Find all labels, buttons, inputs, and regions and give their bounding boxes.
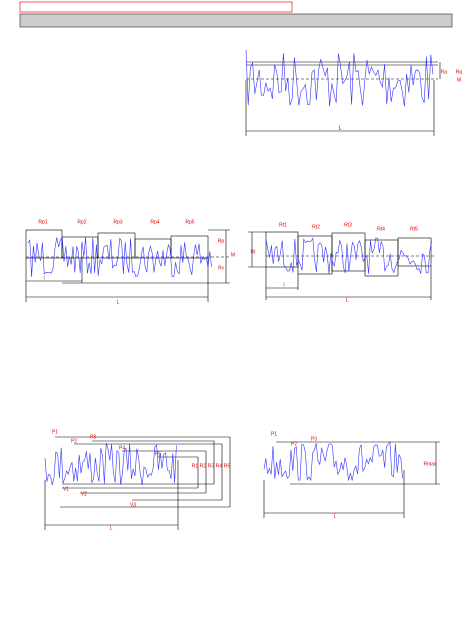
figure-4-frame [44,436,231,530]
label: Rp5 [185,219,194,225]
figure-5-frame [263,441,440,518]
label: Rp3 [113,219,122,225]
profile-wave [265,237,432,274]
label: l [43,275,44,281]
label: P4 [119,445,125,451]
label: Rv [218,265,225,271]
label: L [339,125,342,131]
label: Rt3 [344,222,352,228]
label: Rt4 [377,226,385,232]
label: Ra [441,69,448,75]
label: Rp2 [77,219,86,225]
label: Rt1 [279,222,287,228]
label: V3 [130,502,136,508]
label: L [346,297,349,303]
label: l [283,282,284,288]
label: M [231,252,235,258]
label: P1 [52,429,58,435]
label: P3 [90,434,96,440]
label: M [457,77,461,83]
label: P3 [311,436,317,442]
label: Rp [218,238,225,244]
profile-wave [27,236,212,278]
label: P2 [71,438,77,444]
profile-wave [245,49,434,107]
label: Rt2 [312,224,320,230]
label: R4 [216,463,223,469]
label: P1 [271,431,277,437]
label: R5 [224,463,231,469]
label: Rp4 [150,219,159,225]
label: Rt [251,249,257,255]
figure-2-frame [25,229,230,302]
label: Rp1 [38,219,47,225]
label: Rq [456,69,463,75]
label: L [110,525,113,531]
label: R2 [200,463,207,469]
label: V1 [63,486,69,492]
label: Rt5 [410,226,418,232]
figure-1-frame [245,61,441,136]
label: L [334,513,337,519]
label: L [117,299,120,305]
figure-3-frame [248,231,436,300]
profile-wave [263,441,403,482]
label: P5 [155,451,161,457]
label: V2 [81,491,87,497]
header-bar [19,13,453,28]
profile-wave [44,443,177,486]
label: Rmax [423,461,437,467]
label: R1 [192,463,199,469]
search-box [19,1,293,13]
label: R3 [208,463,215,469]
label: P2 [291,441,297,447]
